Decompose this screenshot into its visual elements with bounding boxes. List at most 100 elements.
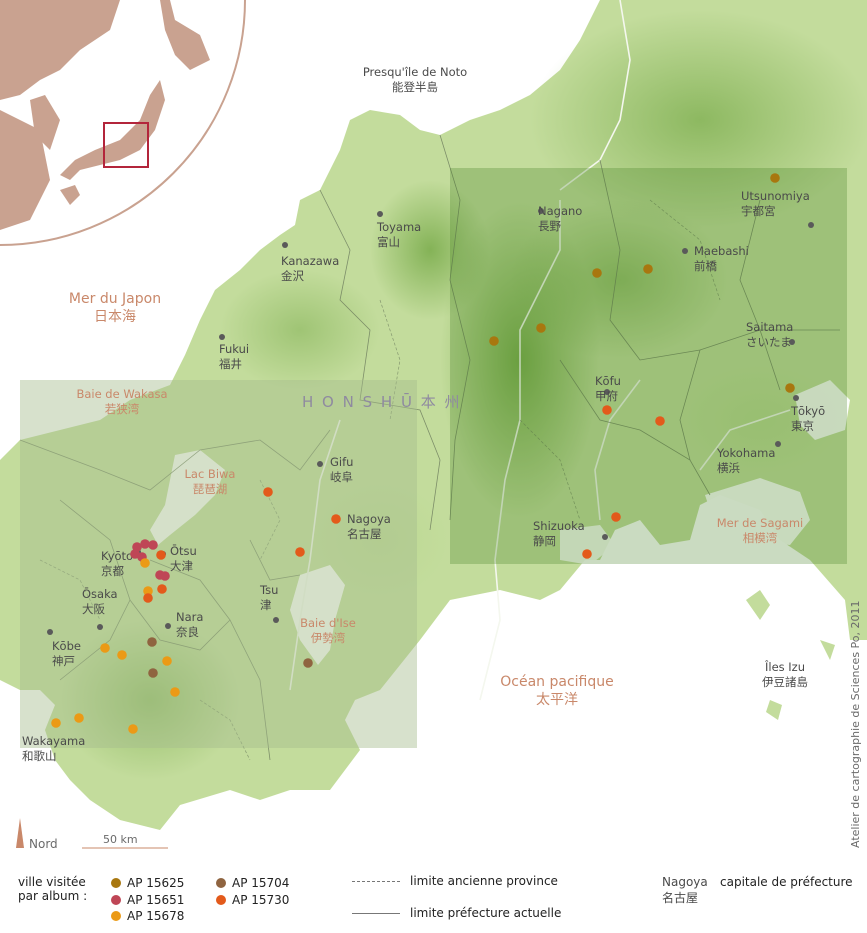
- city-label-ja: 前橋: [694, 259, 717, 273]
- sea-label-ja: 能登半島: [392, 80, 438, 94]
- legend-album-label: AP 15651: [127, 893, 185, 907]
- north-arrow-icon: [16, 818, 24, 848]
- old-province-borders: [39, 199, 721, 761]
- city-label-fr: Saitama: [746, 320, 793, 334]
- city-label-ja: 名古屋: [347, 527, 382, 541]
- legend-album-label: AP 15678: [127, 909, 185, 923]
- prefecture-capital-marker: [317, 461, 323, 467]
- legend-album-swatch: [111, 911, 121, 921]
- sea-label-ja: 琵琶湖: [193, 482, 228, 496]
- sea-label-fr: Baie d'Ise: [300, 616, 356, 630]
- prefecture-capital-marker: [377, 211, 383, 217]
- legend-title: ville visitée par album :: [18, 875, 87, 903]
- city-label-fr: Tsu: [259, 583, 278, 597]
- legend-album-item: AP 15678: [111, 909, 184, 923]
- sea-label-fr: Mer du Japon: [69, 291, 161, 307]
- visited-city-dot: [611, 512, 621, 522]
- sea-label-ja: 太平洋: [536, 692, 578, 708]
- legend-capital-ja: 名古屋: [662, 891, 699, 905]
- city-label-ja: 横浜: [717, 461, 740, 475]
- prefecture-capital-marker: [604, 389, 610, 395]
- sea-label-ja: 伊勢湾: [311, 631, 346, 645]
- legend-album-item: AP 15625: [111, 876, 184, 890]
- visited-city-dot: [643, 264, 653, 274]
- legend-album-swatch: [111, 878, 121, 888]
- legend-album-label: AP 15704: [232, 876, 290, 890]
- globe-inset: [0, 0, 246, 246]
- city-label-fr: Ōsaka: [82, 587, 118, 601]
- visited-city-dot: [157, 584, 167, 594]
- visited-city-dot: [770, 173, 780, 183]
- sea-label-ja: 若狭湾: [105, 402, 140, 416]
- city-label-ja: 福井: [219, 357, 242, 371]
- prefecture-capital-marker: [273, 617, 279, 623]
- visited-city-dot: [148, 540, 158, 550]
- prefecture-capital-marker: [538, 208, 544, 214]
- legend-new-prefecture: limite préfecture actuelle: [352, 906, 561, 920]
- prefecture-capital-marker: [682, 248, 688, 254]
- city-label-fr: Tōkyō: [790, 404, 825, 418]
- overlay-zone-east: [450, 168, 847, 564]
- visited-city-dot: [100, 643, 110, 653]
- visited-city-dot: [148, 668, 158, 678]
- city-label-fr: Utsunomiya: [741, 189, 810, 203]
- scale-label: 50 km: [103, 833, 138, 846]
- prefecture-capital-marker: [165, 623, 171, 629]
- scale-bar: 50 km: [82, 833, 168, 849]
- city-label-ja: 大阪: [82, 602, 105, 616]
- visited-city-dot: [74, 713, 84, 723]
- legend-album-item: AP 15651: [111, 893, 184, 907]
- prefecture-capital-marker: [219, 334, 225, 340]
- visited-city-dot: [140, 558, 150, 568]
- legend-album-swatch: [111, 895, 121, 905]
- visited-city-dot: [582, 549, 592, 559]
- location-frame: [103, 122, 149, 168]
- city-label-ja: 東京: [791, 419, 814, 433]
- city-label-fr: Nagano: [538, 204, 582, 218]
- city-label-fr: Gifu: [330, 455, 353, 469]
- legend-album-swatch: [216, 878, 226, 888]
- visited-city-dot: [602, 405, 612, 415]
- city-label-fr: Kyōto: [101, 549, 133, 563]
- prefecture-capital-marker: [775, 441, 781, 447]
- sea-label-ja: 伊豆諸島: [762, 675, 808, 689]
- city-label-ja: さいたま: [746, 335, 792, 349]
- visited-city-dot: [128, 724, 138, 734]
- visited-city-dot: [592, 268, 602, 278]
- visited-city-dot: [655, 416, 665, 426]
- visited-city-dot: [303, 658, 313, 668]
- sea-label-ja: 相模湾: [743, 531, 778, 545]
- legend-album-item: AP 15704: [216, 876, 289, 890]
- sea-label-fr: Lac Biwa: [185, 467, 236, 481]
- legend-capital-desc: capitale de préfecture: [720, 875, 853, 889]
- city-label-fr: Maebashi: [694, 244, 749, 258]
- sea-label-fr: Océan pacifique: [500, 674, 613, 690]
- prefecture-capital-marker: [47, 629, 53, 635]
- visited-city-dot: [162, 656, 172, 666]
- legend-title-line2: par album :: [18, 889, 88, 903]
- sea-label-fr: Baie de Wakasa: [76, 387, 167, 401]
- visited-city-dot: [160, 571, 170, 581]
- prefecture-capital-marker: [793, 395, 799, 401]
- city-label-fr: Kanazawa: [281, 254, 339, 268]
- legend-capital-fr: Nagoya: [662, 875, 708, 889]
- legend-album-label: AP 15625: [127, 876, 185, 890]
- prefecture-capital-marker: [789, 339, 795, 345]
- city-label-fr: Toyama: [376, 220, 421, 234]
- sea-label-fr: Îles Izu: [764, 659, 805, 674]
- city-label-ja: 大津: [170, 559, 193, 573]
- city-label-ja: 津: [260, 598, 272, 612]
- city-label-ja: 甲府: [595, 389, 618, 403]
- city-label-ja: 神戸: [52, 654, 75, 668]
- city-label-fr: Kōbe: [52, 639, 81, 653]
- legend-album-label: AP 15730: [232, 893, 290, 907]
- sea-label-fr: Presqu'île de Noto: [363, 65, 467, 79]
- water-bodies: [150, 380, 850, 665]
- city-label-ja: 京都: [101, 564, 124, 578]
- visited-city-dot: [143, 593, 153, 603]
- visited-city-dot: [785, 383, 795, 393]
- legend-title-line1: ville visitée: [18, 875, 86, 889]
- prefecture-capital-marker: [808, 222, 814, 228]
